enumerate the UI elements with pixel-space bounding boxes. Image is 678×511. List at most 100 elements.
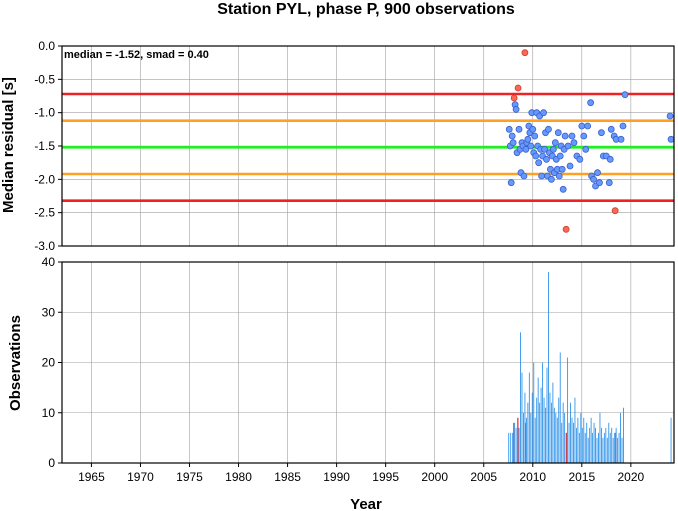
observation-bar <box>534 417 536 463</box>
residual-tick-label: -3.0 <box>34 239 55 253</box>
residual-point <box>580 132 588 140</box>
observation-bar <box>603 432 605 463</box>
observation-bar <box>615 427 617 463</box>
observation-bar <box>593 422 595 463</box>
residual-panel: 0.0 -0.5 -1.0 -1.5 -2.0 -2.5 -3.0 median = -1.… <box>0 39 675 253</box>
residual-point <box>566 162 574 170</box>
year-tick-label: 1990 <box>323 470 350 484</box>
residual-point <box>531 132 539 140</box>
observation-bar <box>602 437 604 463</box>
observations-grid <box>62 262 674 463</box>
observation-bars <box>508 272 672 463</box>
residual-point <box>576 155 584 163</box>
residual-point <box>524 135 532 143</box>
observation-bar <box>510 432 512 463</box>
residual-point <box>556 152 564 160</box>
residual-point <box>607 125 615 133</box>
residual-point <box>549 145 557 153</box>
observation-bar <box>571 417 573 463</box>
year-tick-label: 2000 <box>421 470 448 484</box>
observation-bar <box>574 397 576 463</box>
residual-point <box>538 172 545 180</box>
observation-bar <box>581 427 583 463</box>
year-tick-label: 1975 <box>176 470 203 484</box>
residual-tick-label: -1.5 <box>34 139 55 153</box>
outlier-bar <box>615 432 617 463</box>
observations-y-ticks: 0 10 20 30 40 <box>42 255 62 470</box>
residual-point <box>545 125 552 133</box>
observation-bar <box>539 402 541 463</box>
year-tick-label: 1970 <box>127 470 154 484</box>
observation-bar <box>586 422 588 463</box>
residual-point <box>555 172 563 180</box>
observations-tick-label: 0 <box>48 456 55 470</box>
residual-point <box>598 129 605 137</box>
residual-point <box>621 91 629 99</box>
observation-bar <box>611 427 613 463</box>
residual-grid <box>62 46 674 246</box>
observation-bar <box>552 382 554 463</box>
observation-bar <box>580 412 582 463</box>
observation-bar <box>577 417 579 463</box>
residual-point <box>558 165 566 173</box>
residual-tick-label: 0.0 <box>38 39 55 53</box>
observation-bar <box>518 427 520 463</box>
residual-point <box>507 179 515 187</box>
reference-lines <box>62 92 674 202</box>
observation-bar <box>536 397 538 463</box>
residual-point <box>520 172 528 180</box>
observation-bar <box>521 372 523 463</box>
observation-bar <box>542 362 544 463</box>
observation-bar <box>543 397 545 463</box>
observation-bar <box>559 352 561 463</box>
residual-points <box>505 49 675 233</box>
outlier-bar <box>517 417 519 463</box>
observation-bar <box>565 432 567 463</box>
observation-bar <box>589 427 591 463</box>
observation-bar <box>617 437 619 463</box>
residual-point <box>561 132 569 140</box>
residual-point <box>509 139 517 147</box>
observation-bar <box>548 272 549 463</box>
observation-bar <box>584 432 586 463</box>
observation-bar <box>523 412 524 463</box>
residual-point <box>551 139 559 147</box>
observation-bar <box>567 357 569 463</box>
observations-tick-label: 30 <box>42 305 56 319</box>
observation-bar <box>570 402 571 463</box>
residual-point <box>590 175 597 183</box>
residual-point <box>587 99 595 107</box>
observation-bar <box>561 422 563 463</box>
year-tick-label: 2015 <box>568 470 595 484</box>
observation-bar <box>592 432 594 463</box>
residual-y-axis-label: Median residual [s] <box>0 77 17 213</box>
observation-bar <box>564 412 566 463</box>
residual-point <box>617 135 625 143</box>
residual-point <box>512 105 520 113</box>
observation-bar <box>531 392 533 463</box>
residual-point <box>605 179 613 187</box>
chart-title: Station PYL, phase P, 900 observations <box>217 1 515 18</box>
median-smad-annotation: median = -1.52, smad = 0.40 <box>64 49 209 61</box>
observations-panel: 0 10 20 30 40 1965 1970 1975 1980 1985 1990 1995 20… <box>7 255 675 511</box>
observation-bar <box>537 377 539 463</box>
observation-bar <box>524 392 526 463</box>
residual-point <box>584 122 592 130</box>
observation-bar <box>562 402 564 463</box>
observation-bar <box>598 432 599 463</box>
observation-bar <box>517 417 519 463</box>
residual-point <box>535 159 543 167</box>
residual-point <box>532 152 540 160</box>
residual-point <box>515 125 523 133</box>
observation-bar <box>590 417 592 463</box>
observation-bar <box>533 362 535 463</box>
outlier-point <box>521 49 529 57</box>
observation-bar <box>514 422 516 463</box>
observation-bar <box>608 422 610 463</box>
residual-point <box>508 132 516 140</box>
observation-bar <box>575 427 577 463</box>
observations-tick-label: 10 <box>42 406 56 420</box>
observation-bar <box>527 402 529 463</box>
outlier-bar <box>524 422 526 463</box>
observation-bar <box>528 372 530 463</box>
